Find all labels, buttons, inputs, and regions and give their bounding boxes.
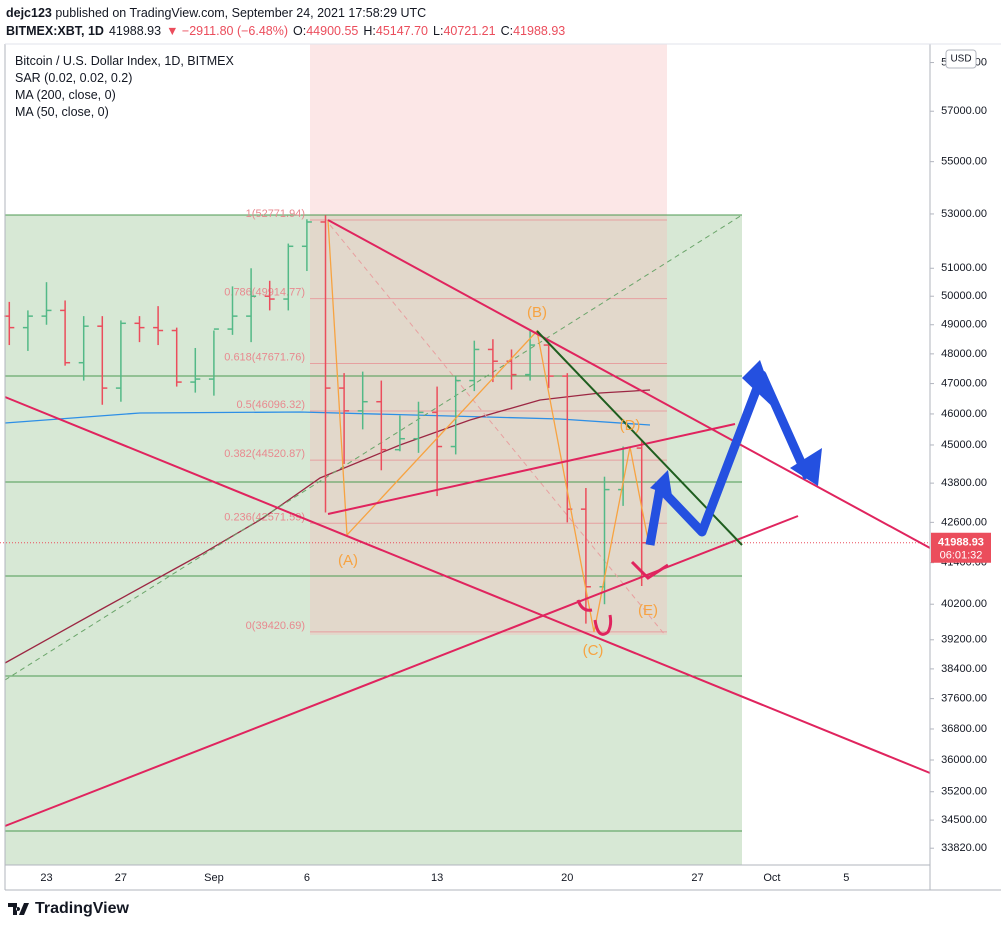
publisher: dejc123: [6, 6, 52, 20]
y-tick-label: 34500.00: [941, 814, 987, 826]
y-tick-label: 36800.00: [941, 723, 987, 735]
forecast-arrow: [645, 370, 813, 546]
price-axis: [930, 44, 1001, 865]
dashed-diagonal: [4, 214, 743, 681]
x-tick-label: 20: [561, 872, 573, 884]
background-layer: [0, 44, 930, 865]
y-tick-label: 53000.00: [941, 208, 987, 220]
indicator-layer: [4, 214, 743, 681]
currency-badge: [945, 49, 977, 69]
trend-line: [327, 423, 736, 515]
legend-entry: MA (50, close, 0): [15, 105, 109, 119]
y-tick-label: 42600.00: [941, 516, 987, 528]
publish-line: dejc123 published on TradingView.com, Se…: [6, 4, 565, 22]
arrow-head: [790, 448, 822, 486]
price-badge: [931, 532, 991, 563]
wave-line: [327, 219, 650, 633]
wave-label: (C): [583, 642, 604, 659]
brand-logo: [8, 903, 29, 915]
symbol-line: BITMEX:XBT, 1D 41988.93 ▼ −2911.80 (−6.48%…: [6, 22, 565, 40]
wave-label: (B): [527, 304, 547, 321]
header: dejc123 published on TradingView.com, Se…: [6, 4, 565, 40]
price-badge-value: 41988.93: [938, 537, 984, 549]
x-tick-label: 6: [304, 872, 310, 884]
y-tick-label: 49000.00: [941, 319, 987, 331]
ohlc-key: H:: [363, 24, 376, 38]
y-tick-label: 50000.00: [941, 290, 987, 302]
footer: TradingView: [8, 900, 129, 918]
hand-mark: [576, 599, 613, 636]
fib-label: 1(52771.94): [246, 208, 305, 220]
position-box: [310, 44, 667, 635]
symbol: BITMEX:XBT, 1D: [6, 24, 104, 38]
ohlc-value: 44900.55: [306, 24, 359, 38]
wave-label: (D): [620, 417, 641, 434]
fib-label: 0.786(49914.77): [224, 287, 305, 299]
x-tick-label: 23: [40, 872, 52, 884]
y-tick-label: 40200.00: [941, 598, 987, 610]
fib-label: 0.382(44520.87): [224, 448, 305, 460]
wave-label: (E): [638, 602, 658, 619]
wave-label: (A): [338, 552, 358, 569]
currency: USD: [950, 54, 971, 65]
y-tick-label: 46000.00: [941, 408, 987, 420]
x-tick-label: 27: [691, 872, 703, 884]
published: published on TradingView.com, September …: [55, 6, 427, 20]
range-lines: [5, 214, 742, 832]
y-tick-label: 43800.00: [941, 477, 987, 489]
y-tick-label: 51000.00: [941, 262, 987, 274]
arrow-head: [742, 360, 778, 412]
countdown: 06:01:32: [940, 550, 983, 562]
labels-layer: Bitcoin / U.S. Dollar Index, 1D, BITMEX …: [15, 54, 658, 659]
y-tick-label: 37600.00: [941, 693, 987, 705]
hand-mark: [630, 560, 669, 580]
last-price: 41988.93: [108, 24, 162, 38]
chart-title: Bitcoin / U.S. Dollar Index, 1D, BITMEX: [15, 54, 234, 68]
y-tick-label: 36000.00: [941, 754, 987, 766]
fib-label: 0.618(47671.76): [224, 352, 305, 364]
x-tick-label: 13: [431, 872, 443, 884]
x-tick-label: 5: [843, 872, 849, 884]
ohlc-value: 40721.21: [443, 24, 496, 38]
y-tick-label: 38400.00: [941, 663, 987, 675]
legend-entry: MA (200, close, 0): [15, 88, 116, 102]
change: ▼ −2911.80 (−6.48%): [166, 24, 289, 38]
ma-50: [4, 389, 651, 664]
fib-label: 0(39420.69): [246, 620, 305, 632]
y-tick-label: 33820.00: [941, 842, 987, 854]
legend-entry: SAR (0.02, 0.02, 0.2): [15, 71, 132, 85]
y-tick-label: 57000.00: [941, 105, 987, 117]
y-tick-label: 39200.00: [941, 634, 987, 646]
drawings-layer: [4, 219, 931, 827]
ohlc-key: C:: [500, 24, 514, 38]
x-tick-label: Sep: [204, 872, 224, 884]
trend-line: [327, 219, 931, 549]
dashed-diagonal: [329, 224, 666, 636]
ohlc-value: 41988.93: [513, 24, 566, 38]
y-tick-label: 48000.00: [941, 348, 987, 360]
ohlc-value: 45147.70: [375, 24, 429, 38]
y-tick-label: 55000.00: [941, 156, 987, 168]
x-tick-label: 27: [115, 872, 127, 884]
ohlc-key: L:: [433, 24, 444, 38]
fib-label: 0.5(46096.32): [237, 399, 306, 411]
ohlc-key: O:: [293, 24, 307, 38]
arrow-head: [650, 470, 672, 496]
range-box: [5, 215, 742, 865]
ma-200: [4, 411, 651, 426]
y-tick-label: 35200.00: [941, 786, 987, 798]
trend-line: [4, 396, 931, 774]
brand: TradingView: [35, 900, 129, 917]
y-tick-label: 45000.00: [941, 439, 987, 451]
y-tick-label: 47000.00: [941, 377, 987, 389]
x-tick-label: Oct: [763, 872, 780, 884]
